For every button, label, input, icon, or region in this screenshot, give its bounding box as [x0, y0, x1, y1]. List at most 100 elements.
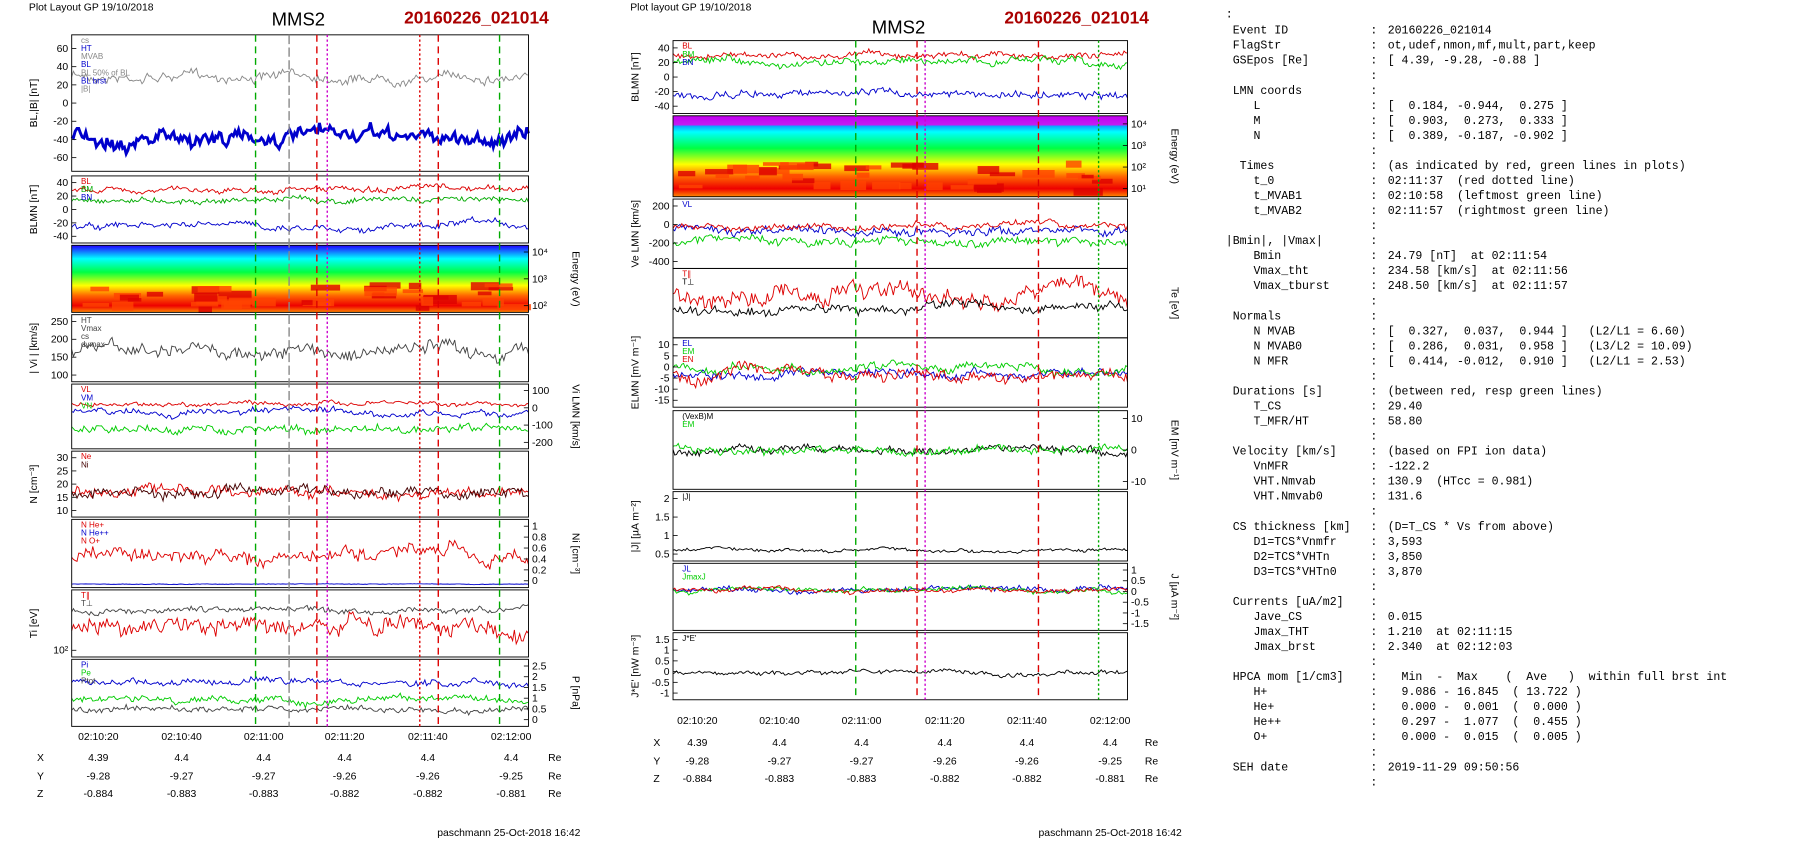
- tick-label: 40: [57, 62, 69, 73]
- info-key: Bmin: [1226, 250, 1281, 263]
- info-colon: :: [1370, 310, 1377, 323]
- panel-frame: [71, 450, 529, 518]
- info-colon: :: [1370, 370, 1377, 383]
- tick-label: -15: [655, 396, 670, 407]
- legend-entry: EM: [682, 420, 694, 429]
- info-key: T_CS: [1226, 401, 1282, 414]
- legend-entry: BM: [682, 50, 694, 59]
- info-colon: :: [1370, 641, 1377, 654]
- row-value: -9.25: [1098, 757, 1122, 768]
- info-colon: :: [1370, 355, 1377, 368]
- info-value: 02:10:58 (leftmost green line): [1388, 190, 1603, 203]
- row-unit: Re: [548, 753, 562, 764]
- spectrogram-patch: [782, 173, 804, 181]
- spectrogram-patch: [705, 169, 734, 175]
- spectrogram-patch: [796, 163, 832, 170]
- trace: [71, 183, 529, 196]
- tick-label: 10¹: [1131, 184, 1147, 195]
- tick-label: -100: [532, 421, 553, 432]
- spectrogram-patch: [221, 301, 242, 310]
- trace: [71, 604, 529, 617]
- info-key: LMN coords: [1226, 85, 1302, 98]
- trace: [71, 583, 529, 586]
- info-colon: :: [1370, 340, 1377, 353]
- info-colon: :: [1370, 175, 1377, 188]
- panel-frame: [672, 40, 1128, 114]
- legend-entry: EM: [682, 347, 694, 356]
- spectrogram-patch: [950, 185, 974, 190]
- info-key: Vmax_tburst: [1226, 280, 1330, 293]
- tick-label: 5: [664, 351, 670, 362]
- legend-entry: VL: [682, 200, 692, 209]
- info-value: 3,850: [1388, 551, 1423, 564]
- left-plot: Plot Layout GP 19/10/2018 MMS2 20160226_02…: [29, 3, 581, 840]
- spectrogram-patch: [840, 180, 867, 190]
- info-key: t_0: [1226, 175, 1275, 188]
- tick-label: -10: [655, 385, 670, 396]
- info-colon: :: [1370, 581, 1377, 594]
- spectrogram: [71, 245, 529, 313]
- info-value: [ 0.903, 0.273, 0.333 ]: [1388, 115, 1568, 128]
- legend-entry: BN: [682, 58, 693, 67]
- tick-label: 2: [532, 672, 538, 683]
- info-colon: :: [1370, 130, 1377, 143]
- spectrogram-patch: [974, 183, 1004, 192]
- info-colon: :: [1370, 656, 1377, 669]
- legend-entry: VL: [81, 385, 91, 394]
- panel-frame: [71, 175, 529, 244]
- panel-frame: [672, 198, 1128, 269]
- tick-label: -20: [53, 117, 68, 128]
- panel-frame: [672, 562, 1128, 631]
- row-value: -9.26: [333, 772, 357, 783]
- spectrogram-patch: [484, 283, 513, 288]
- info-key: L: [1226, 100, 1261, 113]
- row-name: X: [37, 753, 44, 764]
- info-value: 2019-11-29 09:50:56: [1388, 761, 1520, 774]
- info-colon: :: [1370, 506, 1377, 519]
- legend-entry: Ni: [81, 460, 89, 469]
- legend-entry: N O+: [81, 537, 100, 546]
- tick-label: 10: [57, 506, 69, 517]
- info-key: T_MFR/HT: [1226, 416, 1309, 429]
- legend-entry: EN: [682, 355, 693, 364]
- info-colon: :: [1370, 40, 1377, 53]
- legend-entry: cs: [81, 36, 89, 45]
- tick-label: 10: [1131, 414, 1143, 425]
- info-colon: :: [1370, 235, 1377, 248]
- info-key: Velocity [km/s]: [1226, 446, 1337, 459]
- info-key: N: [1226, 130, 1261, 143]
- info-value: (based on FPI ion data): [1388, 446, 1547, 459]
- tick-label: 30: [57, 453, 69, 464]
- trace: [71, 399, 529, 408]
- info-value: [ 0.327, 0.037, 0.944 ] (L2/L1 = 6.60): [1388, 325, 1686, 338]
- spectrogram-patch: [1081, 174, 1094, 179]
- spectrogram-patch: [461, 301, 482, 307]
- tick-label: -40: [53, 135, 68, 146]
- tick-label: 150: [51, 353, 69, 364]
- tick-label: 10⁴: [1131, 119, 1147, 130]
- tick-label: -60: [53, 153, 68, 164]
- spectrogram-patch: [791, 178, 815, 184]
- info-colon: :: [1370, 626, 1377, 639]
- row-value: -9.27: [850, 757, 874, 768]
- right-plot: Plot layout GP 19/10/2018 MMS2 20160226_02…: [630, 3, 1182, 840]
- info-key: Event ID: [1226, 25, 1288, 38]
- tick-label: -20: [655, 87, 670, 98]
- info-colon: :: [1370, 205, 1377, 218]
- spectrogram-patch: [111, 301, 134, 311]
- info-key: CS thickness [km]: [1226, 521, 1351, 534]
- trace: [71, 692, 529, 710]
- row-value: 4.4: [854, 738, 869, 749]
- row-name: Z: [653, 774, 660, 785]
- info-colon: :: [1370, 385, 1377, 398]
- x-tick-label: 02:11:20: [325, 732, 365, 743]
- axis-label: Energy (eV): [569, 251, 580, 306]
- info-key: t_MVAB1: [1226, 190, 1302, 203]
- info-value: [ 0.414, -0.012, 0.910 ] (L2/L1 = 2.53): [1388, 355, 1686, 368]
- trace: [672, 86, 1128, 101]
- axis-label: BL,|B| [nT]: [29, 79, 40, 128]
- info-colon: :: [1370, 55, 1377, 68]
- legend-entry: Ptot: [81, 677, 96, 686]
- trace: [672, 47, 1128, 61]
- spectrogram-patch: [1073, 187, 1103, 196]
